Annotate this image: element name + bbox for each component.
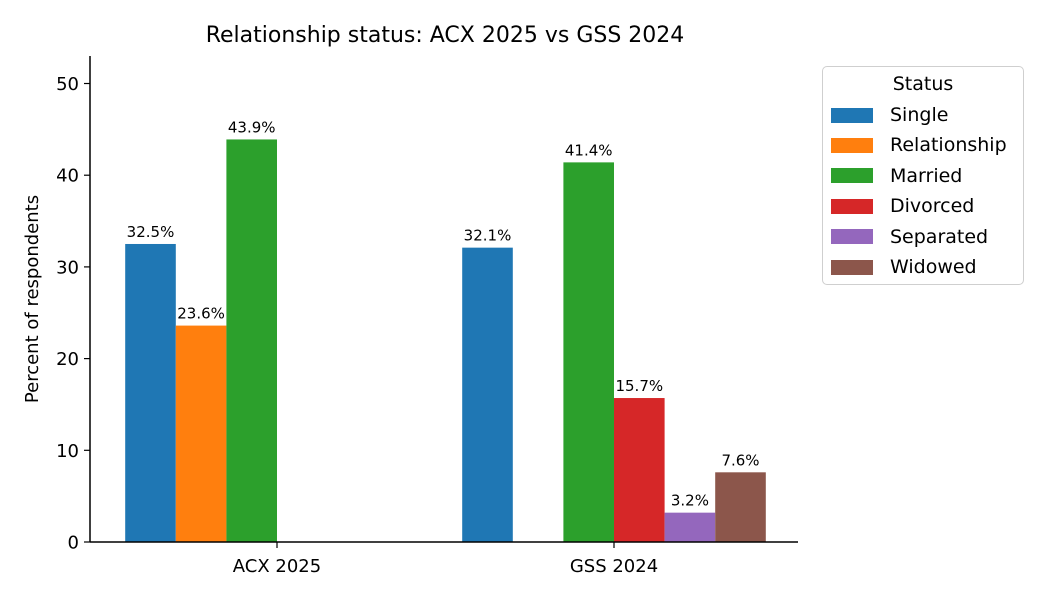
legend-label: Single (890, 104, 949, 126)
y-tick-label: 40 (56, 166, 79, 187)
chart-title: Relationship status: ACX 2025 vs GSS 202… (206, 23, 685, 48)
legend-label: Relationship (890, 134, 1007, 157)
bar-single-gss-2024 (462, 247, 513, 543)
legend-swatch (831, 168, 873, 184)
bar-divorced-gss-2024 (614, 398, 665, 542)
legend-label: Widowed (890, 256, 977, 278)
data-label: 23.6% (177, 305, 225, 323)
data-label: 3.2% (671, 492, 709, 510)
bar-married-acx-2025 (226, 139, 277, 542)
legend-label: Separated (890, 225, 989, 248)
legend-label: Married (890, 164, 963, 187)
legend-label: Divorced (890, 195, 975, 218)
y-tick-label: 50 (56, 74, 79, 95)
legend-swatch (831, 198, 873, 214)
x-tick-label: ACX 2025 (233, 556, 321, 577)
data-label: 7.6% (721, 451, 759, 469)
bar-married-gss-2024 (563, 162, 614, 542)
x-tick-label: GSS 2024 (570, 556, 658, 577)
bar-relationship-acx-2025 (175, 325, 227, 542)
data-label: 32.1% (464, 227, 512, 245)
bar-separated-gss-2024 (664, 512, 716, 542)
bar-widowed-gss-2024 (715, 472, 766, 542)
y-tick-label: 30 (56, 257, 79, 278)
legend-item-divorced: Divorced (831, 195, 974, 217)
legend: Status Single Relationship Married Divorced… (822, 66, 1024, 285)
legend-item-widowed: Widowed (831, 256, 977, 278)
bar-single-acx-2025 (125, 243, 176, 542)
legend-item-single: Single (831, 104, 948, 126)
y-tick-label: 0 (68, 533, 79, 554)
legend-item-relationship: Relationship (831, 134, 1007, 156)
legend-swatch (831, 107, 873, 123)
legend-swatch (831, 259, 873, 275)
plot-area: 32.5% 32.1% 23.6% 43.9% 41.4% 15.7% 3.2% 7.6% 0 1… (56, 56, 798, 577)
y-tick-label: 10 (56, 441, 79, 462)
y-axis-label: Percent of respondents (22, 195, 43, 403)
legend-item-separated: Separated (831, 226, 988, 248)
data-label: 15.7% (615, 377, 663, 395)
data-label: 43.9% (228, 118, 276, 136)
y-tick-label: 20 (56, 349, 79, 370)
legend-swatch (831, 137, 873, 153)
data-label: 41.4% (565, 141, 613, 159)
data-label: 32.5% (127, 223, 175, 241)
legend-item-married: Married (831, 165, 962, 187)
legend-swatch (831, 229, 873, 245)
legend-title: Status (892, 73, 954, 95)
